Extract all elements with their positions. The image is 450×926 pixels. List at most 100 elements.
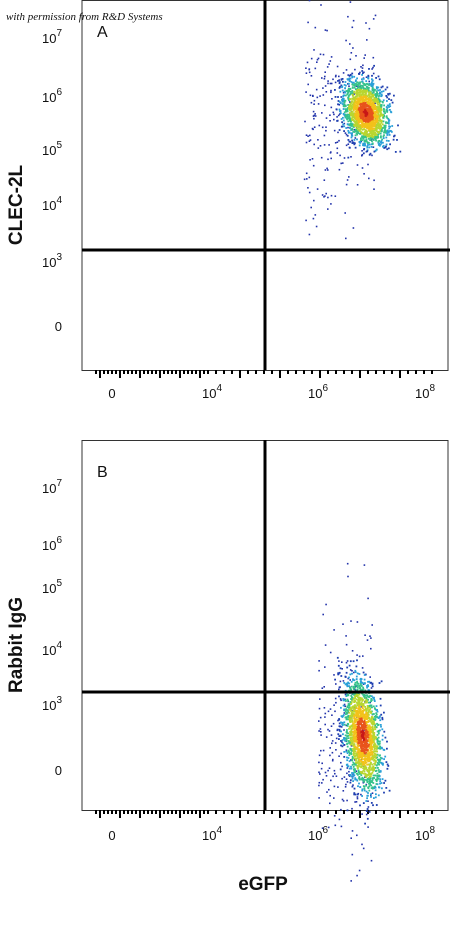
event-dot: [367, 93, 370, 96]
event-dot: [318, 797, 320, 799]
event-dot: [364, 144, 366, 147]
event-dot: [368, 177, 370, 180]
event-dot: [348, 774, 350, 776]
event-dot: [376, 745, 379, 748]
event-dot: [360, 738, 363, 741]
event-dot: [335, 108, 338, 111]
event-dot: [355, 98, 357, 101]
event-dot: [371, 725, 374, 728]
event-dot: [307, 187, 309, 189]
event-dot: [374, 762, 377, 764]
event-dot: [357, 696, 359, 699]
event-dot: [331, 740, 334, 742]
event-dot: [352, 772, 355, 774]
event-dot: [381, 778, 384, 780]
event-dot: [331, 742, 333, 745]
event-dot: [334, 772, 336, 775]
event-dot: [363, 148, 365, 151]
event-dot: [353, 86, 356, 89]
panel-letter: A: [97, 24, 108, 41]
event-dot: [381, 138, 383, 141]
event-dot: [357, 710, 359, 713]
event-dot: [361, 742, 363, 745]
event-dot: [312, 217, 315, 220]
event-dot: [347, 15, 349, 18]
event-dot: [352, 722, 355, 725]
event-dot: [346, 682, 349, 685]
event-dot: [356, 138, 358, 141]
event-dot: [350, 702, 352, 705]
event-dot: [340, 744, 342, 747]
event-dot: [349, 779, 352, 782]
event-dot: [314, 214, 317, 216]
event-dot: [375, 726, 378, 729]
event-dot: [361, 116, 364, 118]
event-dot: [351, 730, 354, 733]
event-dot: [356, 81, 358, 84]
event-dot: [376, 102, 379, 105]
event-dot: [385, 761, 388, 763]
event-dot: [369, 778, 371, 781]
event-dot: [348, 715, 351, 718]
event-dot: [351, 134, 354, 137]
event-dot: [376, 756, 379, 759]
event-dot: [362, 747, 365, 750]
event-dot: [357, 101, 360, 104]
event-dot: [383, 147, 386, 149]
event-dot: [351, 755, 354, 758]
event-dot: [352, 91, 355, 94]
event-dot: [325, 91, 328, 93]
event-dot: [330, 82, 333, 85]
event-dot: [318, 720, 320, 722]
event-dot: [353, 671, 355, 674]
event-dot: [369, 753, 372, 756]
event-dot: [362, 750, 365, 753]
event-dot: [354, 718, 357, 720]
event-dot: [376, 778, 379, 781]
event-dot: [349, 740, 352, 742]
event-dot: [349, 93, 351, 96]
event-dot: [355, 118, 358, 121]
event-dot: [343, 130, 345, 132]
event-dot: [345, 738, 348, 741]
event-dot: [308, 0, 311, 2]
event-dot: [327, 169, 329, 171]
event-dot: [333, 129, 336, 132]
event-dot: [342, 119, 345, 122]
event-dot: [360, 710, 363, 713]
event-dot: [379, 113, 382, 116]
y-axis-title: Rabbit IgG: [6, 597, 27, 693]
event-dot: [386, 763, 389, 766]
event-dot: [360, 793, 362, 796]
event-dot: [368, 116, 371, 118]
event-dot: [350, 694, 353, 697]
event-dot: [379, 780, 382, 783]
event-dot: [377, 97, 380, 100]
event-dot: [353, 768, 355, 771]
event-dot: [370, 139, 372, 141]
event-dot: [350, 132, 352, 135]
event-dot: [368, 98, 371, 100]
event-dot: [344, 116, 347, 118]
event-dot: [372, 139, 375, 141]
event-dot: [370, 859, 373, 862]
event-dot: [380, 107, 382, 110]
event-dot: [368, 763, 371, 766]
event-dot: [361, 813, 363, 815]
event-dot: [364, 83, 367, 86]
event-dot: [356, 684, 359, 687]
event-dot: [345, 724, 348, 727]
event-dot: [321, 782, 323, 784]
event-dot: [350, 81, 353, 83]
event-dot: [319, 698, 321, 700]
event-dot: [362, 721, 365, 723]
event-dot: [397, 124, 399, 127]
event-dot: [343, 751, 346, 753]
event-dot: [364, 694, 367, 697]
tick-label: 108: [415, 383, 435, 401]
event-dot: [349, 738, 352, 741]
event-dot: [340, 825, 343, 828]
event-dot: [391, 125, 394, 127]
event-dot: [355, 129, 357, 131]
event-dot: [323, 144, 326, 146]
